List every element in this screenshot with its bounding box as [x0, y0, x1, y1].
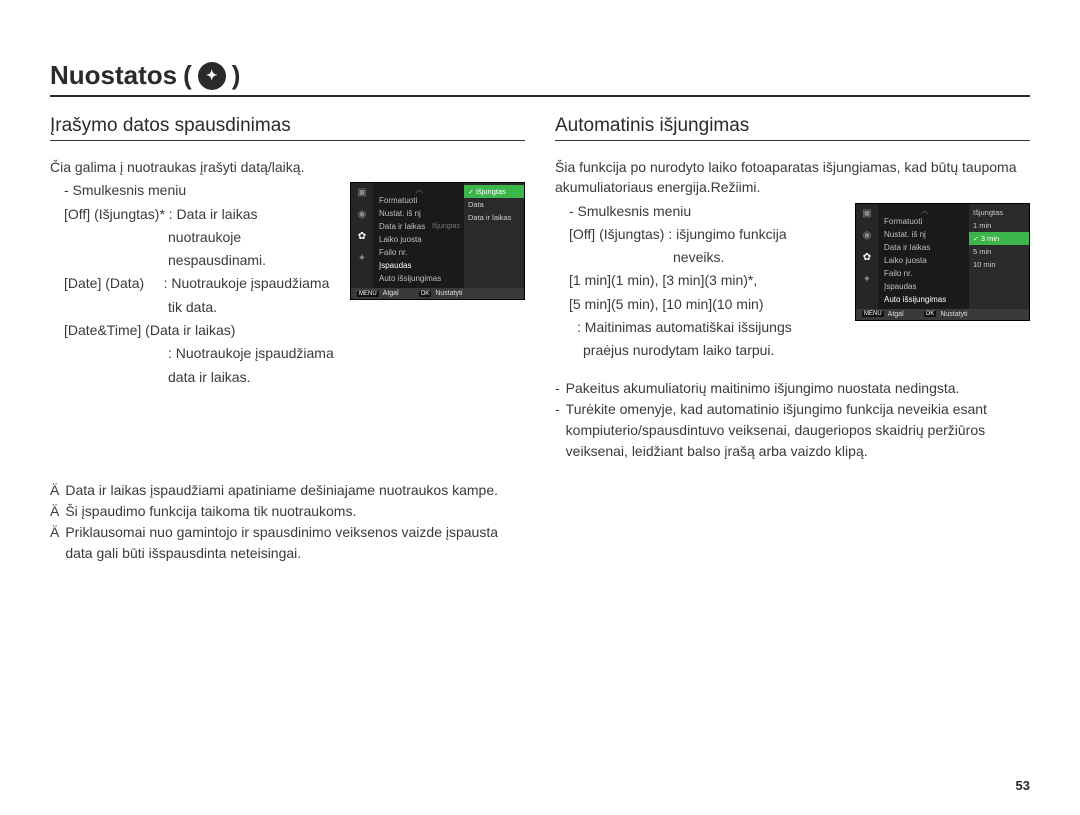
submenu-item: Išjungtas — [464, 185, 524, 198]
menu-item: Laiko juosta — [884, 254, 965, 267]
section-heading-left: Įrašymo datos spausdinimas — [50, 115, 525, 141]
submenu-label: - Smulkesnis meniu — [50, 180, 340, 200]
page-number: 53 — [1016, 778, 1030, 793]
opt-date-l2: tik data. — [50, 297, 340, 317]
left-column: Įrašymo datos spausdinimas Čia galima į … — [50, 115, 525, 564]
page-title: Nuostatos ( ) — [50, 60, 1030, 97]
paren-close: ) — [232, 60, 241, 91]
menu-item: Failo nr. — [884, 267, 965, 280]
tab-icon: ✦ — [861, 274, 873, 286]
left-content-row: - Smulkesnis meniu [Off] (Išjungtas)* : … — [50, 180, 525, 390]
note-line: ÄData ir laikas įspaudžiami apatiniame d… — [50, 480, 525, 501]
opt-desc: : Maitinimas automatiškai išsijungs — [555, 317, 845, 337]
menu-item-selected: Auto išsijungimas — [884, 293, 965, 306]
opt-off-l3: nespausdinami. — [50, 250, 340, 270]
screen-tabs: ▣ ◉ ✿ ✦ — [856, 204, 878, 309]
submenu-item: Išjungtas — [969, 206, 1029, 219]
opt-off-l2: neveiks. — [555, 247, 845, 267]
menu-button-icon: MENU — [357, 291, 379, 297]
section-heading-right: Automatinis išjungimas — [555, 115, 1030, 141]
gear-icon: ✿ — [356, 231, 368, 243]
bullets-right: -Pakeitus akumuliatorių maitinimo išjung… — [555, 378, 1030, 462]
chevron-up-icon: ︿ — [884, 207, 965, 215]
opt-off: [Off] (Išjungtas) : išjungimo funkcija — [555, 224, 845, 244]
right-option-text: - Smulkesnis meniu [Off] (Išjungtas) : i… — [555, 201, 845, 364]
menu-item: Laiko juosta — [379, 233, 460, 246]
note-symbol: Ä — [50, 522, 59, 564]
menu-item: Data ir laikasIšjungtas — [379, 220, 460, 233]
menu-item: Auto išsijungimas — [379, 272, 460, 285]
submenu-item: 5 min — [969, 245, 1029, 258]
opt-dt-desc: : Nuotraukoje įspaudžiama — [50, 343, 340, 363]
menu-button-icon: MENU — [862, 311, 884, 317]
note-symbol: Ä — [50, 480, 59, 501]
intro-left: Čia galima į nuotraukas įrašyti datą/lai… — [50, 157, 525, 177]
note-line: ÄPriklausomai nuo gamintojo ir spausdini… — [50, 522, 525, 564]
screen-footer: MENUAtgal OKNustatyti — [351, 288, 524, 299]
screen-body: ▣ ◉ ✿ ✦ ︿ Formatuoti Nustat. iš nj Data … — [351, 183, 524, 288]
submenu-item: 3 min — [969, 232, 1029, 245]
notes-left: ÄData ir laikas įspaudžiami apatiniame d… — [50, 480, 525, 564]
opt-date-desc: : Nuotraukoje įspaudžiama — [164, 275, 330, 291]
note-line: ÄŠi įspaudimo funkcija taikoma tik nuotr… — [50, 501, 525, 522]
columns: Įrašymo datos spausdinimas Čia galima į … — [50, 115, 1030, 564]
ok-button-icon: OK — [924, 311, 937, 317]
screen-body: ▣ ◉ ✿ ✦ ︿ Formatuoti Nustat. iš nj Data … — [856, 204, 1029, 309]
bullet-line: -Turėkite omenyje, kad automatinio išjun… — [555, 399, 1030, 462]
tab-icon: ◉ — [356, 209, 368, 221]
camera-screen-left: ▣ ◉ ✿ ✦ ︿ Formatuoti Nustat. iš nj Data … — [350, 182, 525, 300]
menu-item: Data ir laikas — [884, 241, 965, 254]
opt-off: [Off] (Išjungtas)* : Data ir laikas — [50, 204, 340, 224]
chevron-up-icon: ︿ — [379, 186, 460, 194]
left-option-text: - Smulkesnis meniu [Off] (Išjungtas)* : … — [50, 180, 340, 390]
dash: - — [555, 399, 560, 462]
menu-item: Formatuoti — [884, 215, 965, 228]
tab-icon: ▣ — [861, 208, 873, 220]
menu-item-selected: Įspaudas — [379, 259, 460, 272]
tab-icon: ✦ — [356, 253, 368, 265]
screen-menu-list: ︿ Formatuoti Nustat. iš nj Data ir laika… — [878, 204, 969, 309]
opt-times-l2: [5 min](5 min), [10 min](10 min) — [555, 294, 845, 314]
gear-icon — [198, 62, 226, 90]
submenu-item: 1 min — [969, 219, 1029, 232]
note-symbol: Ä — [50, 501, 59, 522]
screen-submenu: Išjungtas Data Data ir laikas — [464, 183, 524, 288]
menu-item: Nustat. iš nj — [379, 207, 460, 220]
screen-tabs: ▣ ◉ ✿ ✦ — [351, 183, 373, 288]
opt-off-l2: nuotraukoje — [50, 227, 340, 247]
opt-dt: [Date&Time] (Data ir laikas) — [50, 320, 340, 340]
menu-item: Failo nr. — [379, 246, 460, 259]
right-content-row: - Smulkesnis meniu [Off] (Išjungtas) : i… — [555, 201, 1030, 364]
submenu-label: - Smulkesnis meniu — [555, 201, 845, 221]
title-text: Nuostatos — [50, 60, 177, 91]
bullet-line: -Pakeitus akumuliatorių maitinimo išjung… — [555, 378, 1030, 399]
opt-dt-l2: data ir laikas. — [50, 367, 340, 387]
intro-right: Šia funkcija po nurodyto laiko fotoapara… — [555, 157, 1030, 198]
manual-page: Nuostatos ( ) Įrašymo datos spausdinimas… — [0, 0, 1080, 594]
menu-item: Nustat. iš nj — [884, 228, 965, 241]
opt-date: [Date] (Data) — [64, 275, 144, 291]
paren-open: ( — [183, 60, 192, 91]
screen-submenu: Išjungtas 1 min 3 min 5 min 10 min — [969, 204, 1029, 309]
tab-icon: ▣ — [356, 187, 368, 199]
camera-screen-right: ▣ ◉ ✿ ✦ ︿ Formatuoti Nustat. iš nj Data … — [855, 203, 1030, 321]
ok-button-icon: OK — [419, 291, 432, 297]
dash: - — [555, 378, 560, 399]
opt-times: [1 min](1 min), [3 min](3 min)*, — [555, 270, 845, 290]
right-column: Automatinis išjungimas Šia funkcija po n… — [555, 115, 1030, 564]
screen-menu-list: ︿ Formatuoti Nustat. iš nj Data ir laika… — [373, 183, 464, 288]
opt-desc-l2: praėjus nurodytam laiko tarpui. — [555, 340, 845, 360]
menu-item: Įspaudas — [884, 280, 965, 293]
screen-footer: MENUAtgal OKNustatyti — [856, 309, 1029, 320]
gear-icon: ✿ — [861, 252, 873, 264]
submenu-item: Data — [464, 198, 524, 211]
menu-item: Formatuoti — [379, 194, 460, 207]
submenu-item: 10 min — [969, 258, 1029, 271]
opt-date-row: [Date] (Data) : Nuotraukoje įspaudžiama — [50, 273, 340, 293]
submenu-item: Data ir laikas — [464, 211, 524, 224]
tab-icon: ◉ — [861, 230, 873, 242]
